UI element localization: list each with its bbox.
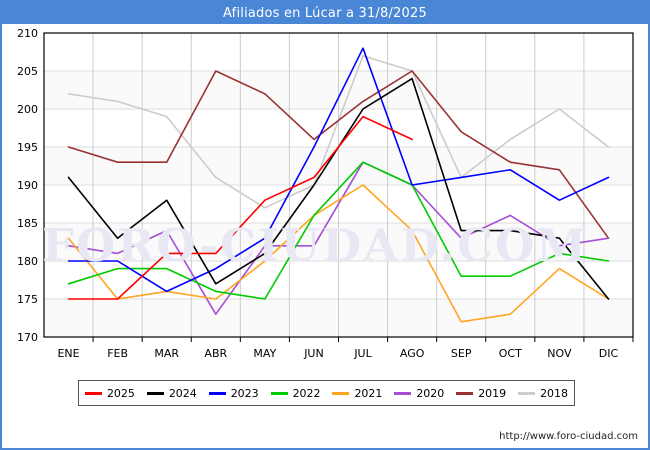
legend-item-2025[interactable]: 2025 bbox=[84, 386, 135, 400]
legend-label: 2020 bbox=[416, 386, 445, 400]
legend-swatch-icon bbox=[456, 391, 474, 395]
y-axis-tick-label: 175 bbox=[17, 293, 38, 306]
y-axis-tick-label: 185 bbox=[17, 217, 38, 230]
chart-legend: 2025 2024 2023 2022 2021 2020 2019 2018 bbox=[78, 380, 575, 406]
y-axis-tick-label: 210 bbox=[17, 27, 38, 40]
legend-label: 2018 bbox=[540, 386, 569, 400]
legend-item-2020[interactable]: 2020 bbox=[394, 387, 444, 400]
x-axis-tick-label: DIC bbox=[599, 347, 619, 360]
legend-swatch-icon bbox=[332, 391, 350, 395]
y-axis-tick-label: 195 bbox=[17, 141, 38, 154]
source-url: http://www.foro-ciudad.com bbox=[499, 431, 638, 442]
x-axis-tick-label: SEP bbox=[451, 347, 472, 360]
page-title: Afiliados en Lúcar a 31/8/2025 bbox=[223, 5, 427, 21]
series-line-2025 bbox=[67, 115, 413, 300]
legend-swatch-icon bbox=[394, 391, 412, 395]
legend-item-2019[interactable]: 2019 bbox=[456, 387, 506, 400]
series-line-2020 bbox=[67, 161, 610, 315]
series-line-2023 bbox=[67, 47, 610, 293]
data-series bbox=[67, 47, 610, 323]
y-axis-tick-label: 180 bbox=[17, 255, 38, 268]
x-axis-tick-label: OCT bbox=[499, 347, 522, 360]
y-axis-ticks: 170 175 180 185 190 195 200 205 210 bbox=[17, 27, 38, 344]
series-line-2022 bbox=[67, 161, 610, 300]
legend-item-2022[interactable]: 2022 bbox=[270, 386, 321, 400]
x-axis-tick-label: JUL bbox=[353, 347, 372, 360]
x-axis-tick-label: FEB bbox=[107, 347, 128, 360]
legend-swatch-icon bbox=[208, 391, 226, 395]
legend-item-2024[interactable]: 2024 bbox=[146, 386, 197, 400]
x-axis-tick-label: MAR bbox=[154, 347, 179, 360]
plot-area: FORO-CIUDAD.COM 170 175 180 185 190 195 200 205… bbox=[2, 24, 648, 364]
y-axis-tick-label: 190 bbox=[17, 179, 38, 192]
legend-item-2018[interactable]: 2018 bbox=[518, 387, 568, 400]
legend-label: 2021 bbox=[354, 386, 383, 400]
x-axis-tick-label: AGO bbox=[400, 347, 425, 360]
legend-label: 2023 bbox=[230, 386, 259, 400]
x-axis-tick-label: MAY bbox=[253, 347, 276, 360]
x-axis-tick-label: JUN bbox=[303, 347, 324, 360]
x-axis-tick-label: ABR bbox=[204, 347, 227, 360]
legend-label: 2025 bbox=[106, 386, 135, 400]
legend-swatch-icon bbox=[270, 391, 288, 395]
series-line-2019 bbox=[67, 70, 610, 239]
x-axis-ticks: ENE FEB MAR ABR MAY JUN JUL AGO SEP OCT NOV DIC bbox=[57, 347, 618, 360]
x-axis-tick-label: NOV bbox=[547, 347, 572, 360]
y-axis-tick-label: 200 bbox=[17, 103, 38, 116]
plot-frame bbox=[43, 32, 634, 338]
y-axis-tick-label: 170 bbox=[17, 331, 38, 344]
legend-item-2021[interactable]: 2021 bbox=[332, 387, 382, 400]
legend-item-2023[interactable]: 2023 bbox=[208, 386, 259, 400]
line-chart: 170 175 180 185 190 195 200 205 210 ENE FEB MAR ABR… bbox=[17, 27, 634, 360]
window-title-bar: Afiliados en Lúcar a 31/8/2025 bbox=[2, 2, 648, 24]
legend-label: 2022 bbox=[292, 386, 321, 400]
x-axis-tick-label: ENE bbox=[57, 347, 79, 360]
legend-swatch-icon bbox=[146, 391, 164, 395]
grid-lines bbox=[44, 33, 634, 342]
legend-label: 2024 bbox=[168, 386, 197, 400]
legend-swatch-icon bbox=[518, 391, 536, 395]
legend-swatch-icon bbox=[84, 391, 102, 395]
series-line-2021 bbox=[67, 184, 610, 323]
legend-label: 2019 bbox=[478, 386, 507, 400]
y-axis-tick-label: 205 bbox=[17, 65, 38, 78]
